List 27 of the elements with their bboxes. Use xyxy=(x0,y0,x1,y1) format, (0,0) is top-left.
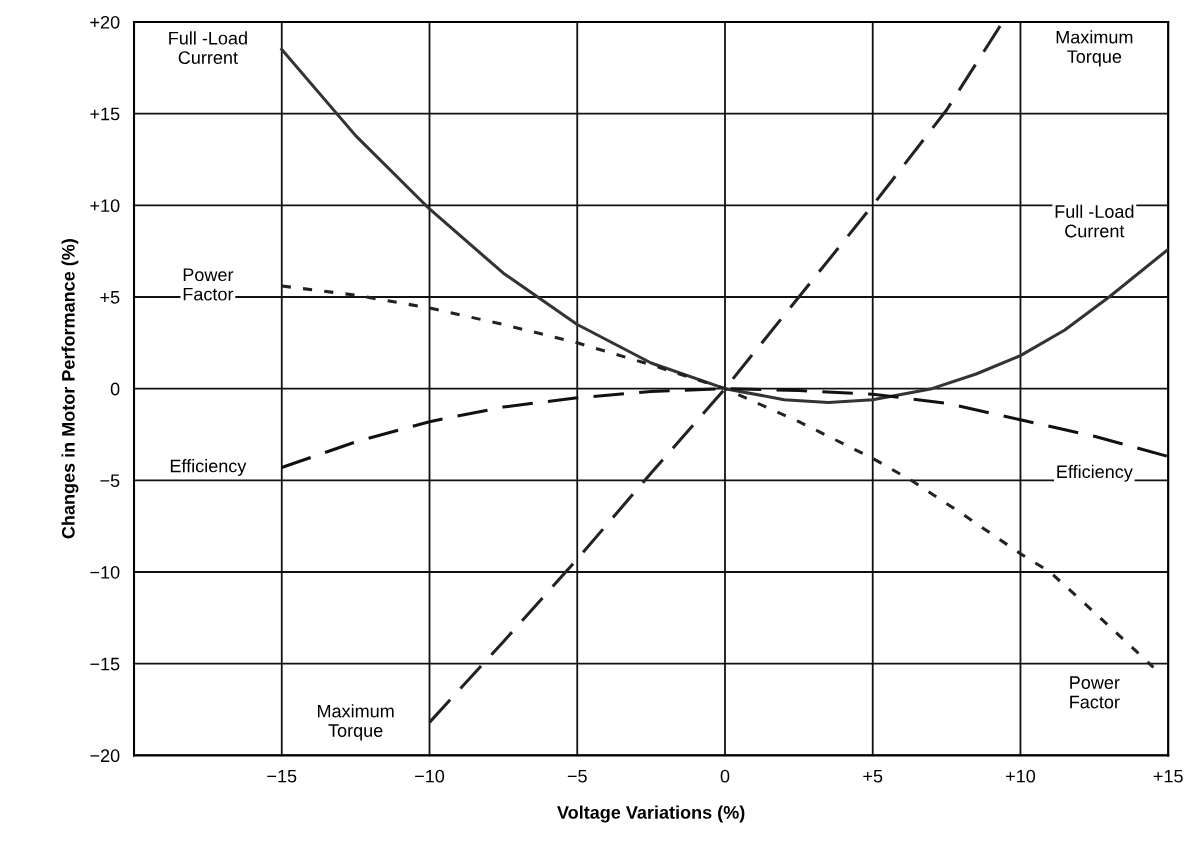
y-tick-label: −5 xyxy=(100,474,120,488)
y-tick-label: +20 xyxy=(90,15,120,29)
series-label: Maximum Torque xyxy=(317,704,394,741)
text: Power Factor xyxy=(183,268,234,301)
x-tick-label: −5 xyxy=(567,769,587,783)
y-tick-label: −15 xyxy=(90,657,120,671)
y-tick-label: 0 xyxy=(110,382,120,396)
x-tick-label: −15 xyxy=(267,769,297,783)
y-tick-label: −10 xyxy=(90,565,120,579)
y-tick-label: −20 xyxy=(90,749,120,763)
x-tick-label: 0 xyxy=(720,769,730,783)
y-tick-label: +10 xyxy=(90,199,120,213)
x-tick-label: +5 xyxy=(863,769,883,783)
text: Full -Load Current xyxy=(169,31,247,65)
y-tick-label: +5 xyxy=(100,291,120,304)
x-tick-label: −10 xyxy=(415,769,445,783)
x-tick-label: +15 xyxy=(1153,769,1183,783)
series-label: Efficiency xyxy=(1057,464,1133,482)
series-label: Power Factor xyxy=(1070,676,1120,709)
line-series xyxy=(280,47,1169,404)
y-axis-title: Changes in Motor Performance (%) xyxy=(61,239,79,539)
x-axis-title: Voltage Variations (%) xyxy=(557,805,745,823)
y-tick-label: +15 xyxy=(90,107,120,121)
x-tick-label: +10 xyxy=(1006,769,1036,783)
series-label: Full -Load Current xyxy=(1055,204,1134,238)
text: Efficiency xyxy=(170,459,247,476)
text: Maximum Torque xyxy=(1056,30,1133,67)
